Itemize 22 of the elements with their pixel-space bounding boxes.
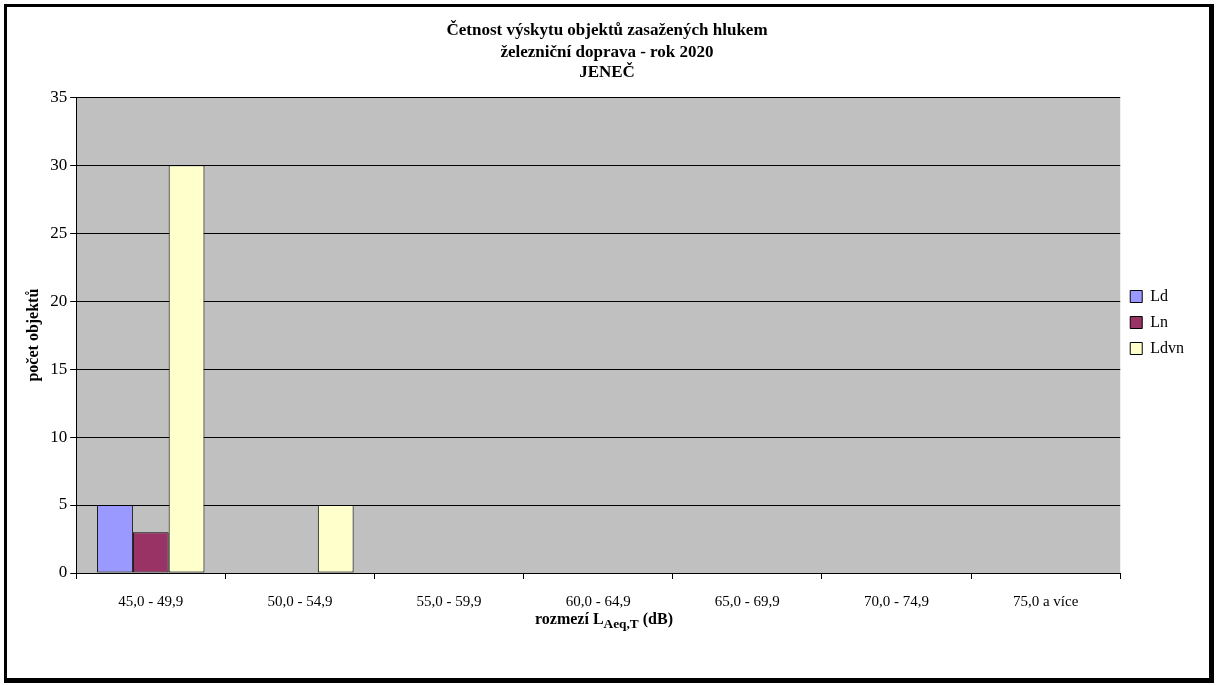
y-tick-label: 20	[50, 290, 68, 310]
x-tick-label: 45,0 - 49,9	[118, 592, 184, 609]
x-tick-label: 50,0 - 54,9	[267, 592, 333, 609]
y-axis-title: počet objektů	[23, 288, 42, 382]
y-tick-label: 35	[50, 86, 68, 106]
x-tick-label: 75,0 a více	[1012, 592, 1079, 609]
chart-subtitle: železniční doprava - rok 2020 JENEČ	[500, 41, 714, 82]
legend-label: Ln	[1150, 312, 1169, 330]
legend-label: Ld	[1150, 286, 1169, 304]
y-tick-label: 15	[50, 358, 68, 378]
y-tick-label: 10	[50, 426, 68, 446]
legend-label: Ldvn	[1150, 338, 1185, 356]
y-tick-label: 5	[58, 494, 68, 514]
x-tick-label: 70,0 - 74,9	[864, 592, 930, 609]
x-tick-label: 65,0 - 69,9	[714, 592, 780, 609]
y-tick-label: 30	[50, 154, 68, 174]
chart-title: Četnost výskytu objektů zasažených hlukem	[446, 19, 768, 39]
y-tick-label: 25	[50, 222, 68, 242]
y-tick-label: 0	[58, 562, 68, 582]
x-axis-title: rozmezí L$_{Aeq,T}$ (dB)	[534, 610, 674, 633]
x-tick-label: 55,0 - 59,9	[416, 592, 482, 609]
x-tick-label: 60,0 - 64,9	[565, 592, 631, 609]
